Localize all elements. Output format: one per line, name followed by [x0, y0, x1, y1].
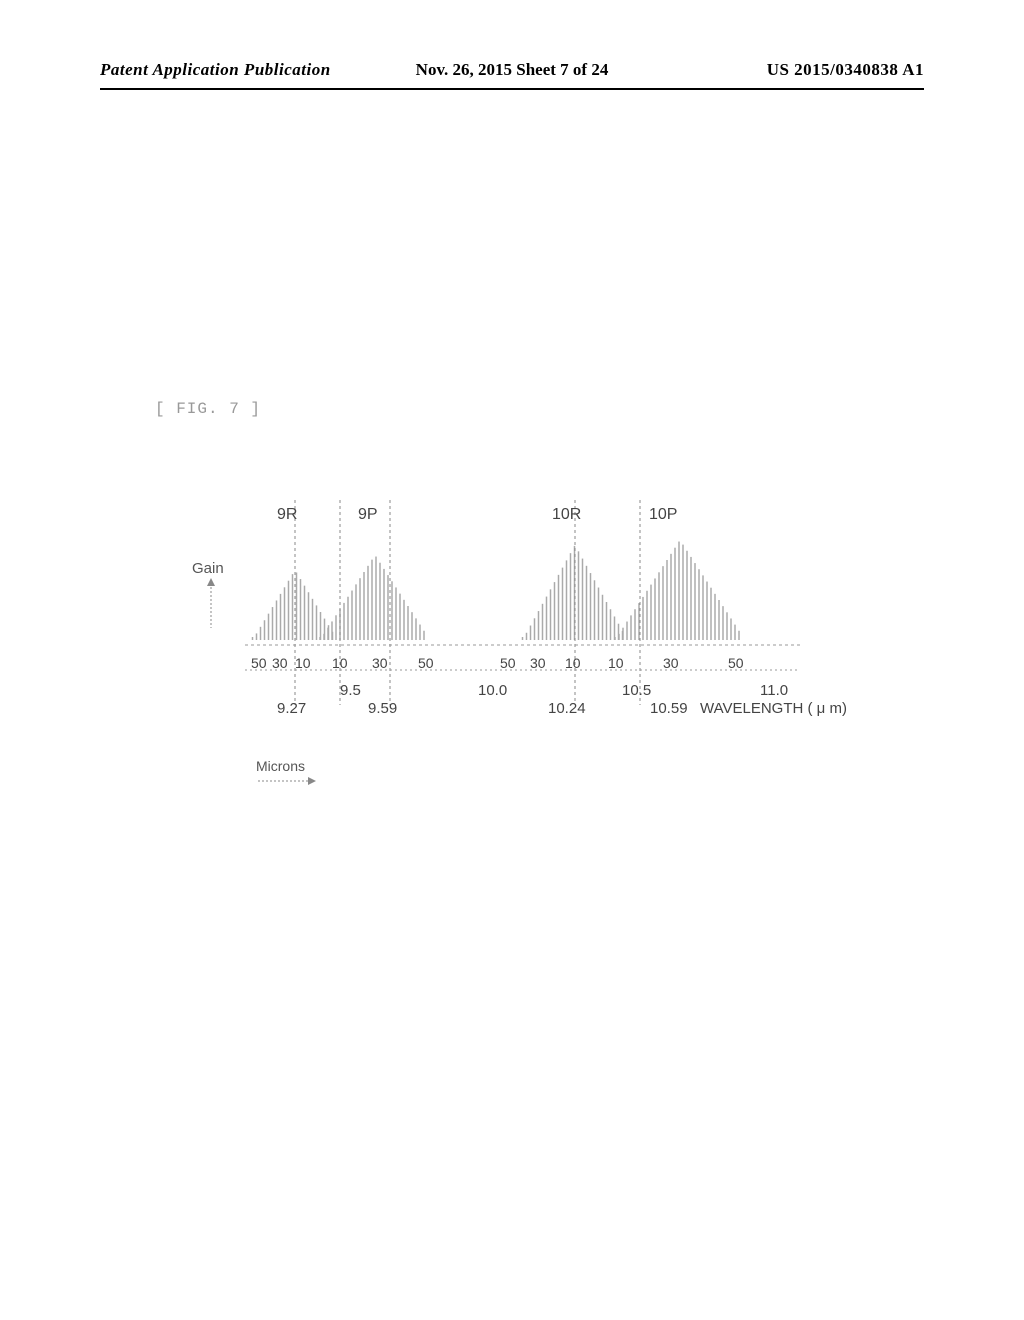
- microns-label: Microns: [256, 758, 305, 774]
- tick-50b: 50: [418, 655, 434, 671]
- band-label-10p: 10P: [649, 506, 677, 524]
- tick-50d: 50: [728, 655, 744, 671]
- wavelength-105: 10.5: [622, 682, 651, 699]
- tick-30d: 30: [663, 655, 679, 671]
- tick-10c: 10: [565, 655, 581, 671]
- wavelength-axis-label: WAVELENGTH ( μ m): [700, 700, 847, 717]
- tick-50: 50: [251, 655, 267, 671]
- tick-30c: 30: [530, 655, 546, 671]
- band-label-9r: 9R: [277, 506, 297, 524]
- tick-50c: 50: [500, 655, 516, 671]
- band-label-9p: 9P: [358, 506, 378, 524]
- wavelength-927: 9.27: [277, 700, 306, 717]
- wavelength-959: 9.59: [368, 700, 397, 717]
- tick-30b: 30: [372, 655, 388, 671]
- tick-10: 10: [295, 655, 311, 671]
- header-date-sheet: Nov. 26, 2015 Sheet 7 of 24: [416, 60, 609, 80]
- wavelength-95: 9.5: [340, 682, 361, 699]
- figure-label: [ FIG. 7 ]: [155, 400, 261, 418]
- tick-10d: 10: [608, 655, 624, 671]
- header-patent-number: US 2015/0340838 A1: [767, 60, 924, 80]
- wavelength-100: 10.0: [478, 682, 507, 699]
- band-label-10r: 10R: [552, 506, 581, 524]
- document-header: Patent Application Publication Nov. 26, …: [100, 60, 924, 80]
- microns-arrow-icon: [258, 776, 318, 786]
- header-divider: [100, 88, 924, 90]
- tick-30: 30: [272, 655, 288, 671]
- tick-10b: 10: [332, 655, 348, 671]
- wavelength-1059: 10.59: [650, 700, 688, 717]
- wavelength-110: 11.0: [760, 682, 788, 699]
- wavelength-1024: 10.24: [548, 700, 586, 717]
- header-publication-type: Patent Application Publication: [100, 60, 331, 80]
